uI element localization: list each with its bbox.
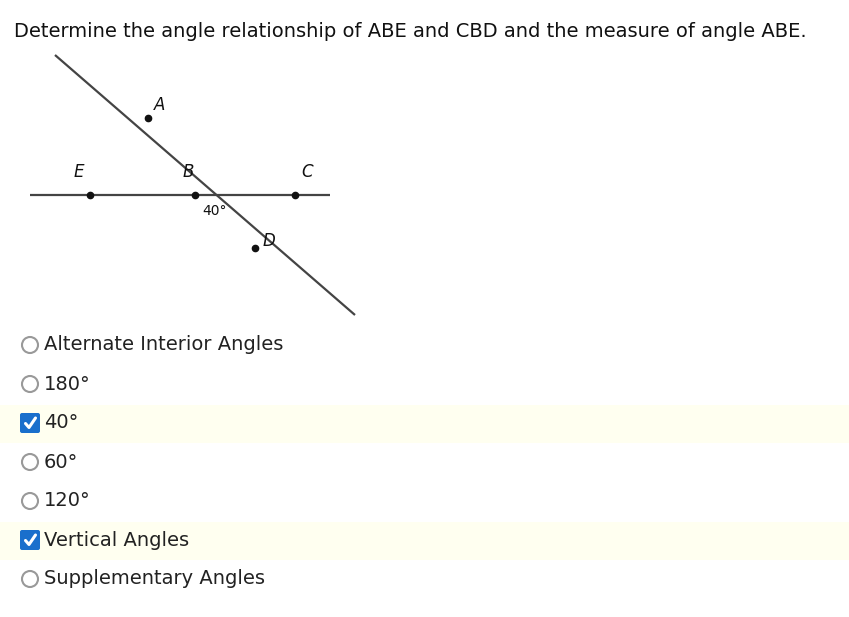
Text: A: A xyxy=(154,96,166,114)
Text: 60°: 60° xyxy=(44,452,78,471)
Circle shape xyxy=(22,454,38,470)
FancyBboxPatch shape xyxy=(0,405,849,442)
Text: 120°: 120° xyxy=(44,492,91,510)
Text: D: D xyxy=(263,232,276,250)
Text: 180°: 180° xyxy=(44,375,91,394)
Text: 40°: 40° xyxy=(202,204,227,218)
FancyBboxPatch shape xyxy=(20,413,40,433)
Text: B: B xyxy=(183,163,194,181)
Circle shape xyxy=(22,376,38,392)
FancyBboxPatch shape xyxy=(0,521,849,560)
Text: E: E xyxy=(74,163,85,181)
Text: Determine the angle relationship of ABE and CBD and the measure of angle ABE.: Determine the angle relationship of ABE … xyxy=(14,22,807,41)
Text: Alternate Interior Angles: Alternate Interior Angles xyxy=(44,336,284,355)
Circle shape xyxy=(22,493,38,509)
Text: Supplementary Angles: Supplementary Angles xyxy=(44,569,265,589)
Circle shape xyxy=(22,571,38,587)
Text: Vertical Angles: Vertical Angles xyxy=(44,531,189,550)
Text: C: C xyxy=(301,163,312,181)
Circle shape xyxy=(22,337,38,353)
Text: 40°: 40° xyxy=(44,413,78,433)
FancyBboxPatch shape xyxy=(20,530,40,550)
